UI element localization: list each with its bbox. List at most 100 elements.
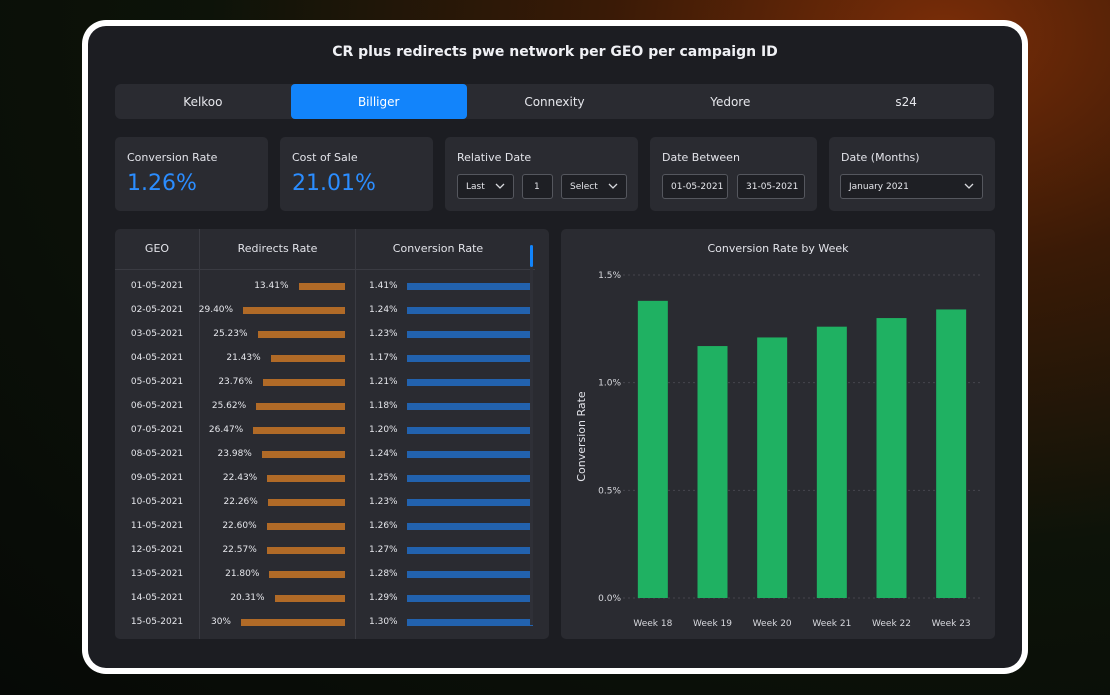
select-value: Last (466, 181, 485, 192)
column-header-redirects[interactable]: Redirects Rate (237, 242, 318, 255)
relative-unit-select[interactable]: Select (561, 174, 627, 199)
tab-yedore[interactable]: Yedore (710, 94, 751, 109)
chart-canvas: 0.0% 0.5% 1.0% 1.5% Conversion Rate Week 18 We… (575, 271, 981, 629)
chevron-down-icon (964, 183, 974, 189)
table-row[interactable]: 04-05-2021 21.43% 1.17% (115, 347, 535, 371)
tab-connexity[interactable]: Connexity (524, 94, 585, 109)
start-date-input[interactable]: 01-05-2021 (662, 174, 728, 199)
geo-cell: 02-05-2021 (130, 305, 184, 315)
chevron-down-icon (608, 183, 618, 189)
dashboard: CR plus redirects pwe network per GEO pe… (88, 26, 1022, 668)
redirects-value: 20.31% (230, 593, 265, 603)
table-row[interactable]: 03-05-2021 25.23% 1.23% (115, 323, 535, 347)
conversion-bar (407, 571, 533, 578)
y-tick-label: 0.0% (598, 594, 621, 604)
conversion-value: 1.23% (369, 497, 398, 507)
table-row[interactable]: 08-05-2021 23.98% 1.24% (115, 443, 535, 467)
conversion-value: 1.18% (369, 401, 398, 411)
geo-cell: 13-05-2021 (130, 569, 184, 579)
column-header-conversion[interactable]: Conversion Rate (392, 242, 484, 255)
redirects-value: 21.80% (225, 569, 260, 579)
table-row[interactable]: 11-05-2021 22.60% 1.26% (115, 515, 535, 539)
relative-mode-select[interactable]: Last (457, 174, 514, 199)
filter-label: Date (Months) (841, 151, 920, 164)
chart-bar[interactable] (697, 346, 728, 598)
chart-bar[interactable] (816, 326, 847, 598)
relative-count-input[interactable]: 1 (522, 174, 553, 199)
tab-kelkoo[interactable]: Kelkoo (183, 94, 223, 109)
redirects-value: 13.41% (254, 281, 289, 291)
redirects-bar (253, 427, 345, 434)
geo-cell: 09-05-2021 (130, 473, 184, 483)
select-value: January 2021 (849, 181, 909, 192)
redirects-bar (270, 355, 345, 362)
geo-cell: 01-05-2021 (130, 281, 184, 291)
table-row[interactable]: 07-05-2021 26.47% 1.20% (115, 419, 535, 443)
column-divider (199, 229, 200, 639)
chart-title: Conversion Rate by Week (707, 242, 849, 255)
table-row[interactable]: 02-05-2021 29.40% 1.24% (115, 299, 535, 323)
geo-cell: 05-05-2021 (130, 377, 184, 387)
conversion-value: 1.17% (369, 353, 398, 363)
x-tick-label: Week 23 (932, 619, 971, 629)
conversion-value: 1.21% (369, 377, 398, 387)
table-row[interactable]: 10-05-2021 22.26% 1.23% (115, 491, 535, 515)
select-value: Select (570, 181, 598, 192)
table-row[interactable]: 01-05-2021 13.41% 1.41% (115, 275, 535, 299)
chart-bar[interactable] (876, 318, 907, 598)
kpi-label: Cost of Sale (292, 151, 358, 164)
scrollbar-thumb[interactable] (530, 245, 533, 267)
date-months-filter: Date (Months) January 2021 (829, 137, 995, 211)
x-tick-label: Week 22 (872, 619, 911, 629)
redirects-value: 25.23% (213, 329, 248, 339)
input-value: 01-05-2021 (671, 181, 724, 192)
redirects-value: 26.47% (208, 425, 244, 435)
table-row[interactable]: 09-05-2021 22.43% 1.25% (115, 467, 535, 491)
table-row[interactable]: 05-05-2021 23.76% 1.21% (115, 371, 535, 395)
tab-s24[interactable]: s24 (895, 94, 917, 109)
conversion-bar (407, 427, 532, 434)
chart-bar[interactable] (936, 309, 967, 598)
redirects-bar (266, 547, 345, 554)
conversion-value: 1.41% (369, 281, 398, 291)
conversion-value: 1.23% (369, 329, 398, 339)
kpi-conversion-rate: Conversion Rate 1.26% (115, 137, 268, 211)
x-tick-label: Week 20 (753, 619, 792, 629)
conversion-bar (407, 619, 533, 626)
redirects-value: 23.76% (218, 377, 253, 387)
geo-cell: 10-05-2021 (130, 497, 184, 507)
redirects-value: 22.43% (222, 473, 258, 483)
conversion-chart: Conversion Rate by Week 0.0% 0.5% 1.0% 1.5%… (561, 229, 995, 639)
filter-label: Date Between (662, 151, 740, 164)
chart-bar[interactable] (637, 300, 668, 598)
tab-billiger[interactable]: Billiger (290, 84, 467, 119)
conversion-bar (407, 283, 534, 290)
conversion-bar (407, 307, 532, 314)
chart-bar[interactable] (757, 337, 788, 598)
conversion-bar (407, 475, 533, 482)
redirects-value: 22.60% (222, 521, 257, 531)
table-row[interactable]: 06-05-2021 25.62% 1.18% (115, 395, 535, 419)
redirects-bar (262, 379, 345, 386)
conversion-bar (407, 403, 532, 410)
conversion-value: 1.30% (369, 617, 398, 627)
redirects-bar (298, 283, 345, 290)
geo-cell: 15-05-2021 (130, 617, 184, 627)
table-row[interactable]: 15-05-2021 30% 1.30% (115, 611, 535, 635)
table-row[interactable]: 14-05-2021 20.31% 1.29% (115, 587, 535, 611)
redirects-value: 25.62% (211, 401, 247, 411)
kpi-label: Conversion Rate (127, 151, 218, 164)
column-header-geo[interactable]: GEO (144, 242, 170, 255)
geo-cell: 14-05-2021 (130, 593, 184, 603)
conversion-value: 1.27% (369, 545, 398, 555)
redirects-value: 23.98% (217, 449, 252, 459)
end-date-input[interactable]: 31-05-2021 (737, 174, 805, 199)
x-tick-label: Week 19 (693, 619, 732, 629)
table-row[interactable]: 12-05-2021 22.57% 1.27% (115, 539, 535, 563)
table-row[interactable]: 13-05-2021 21.80% 1.28% (115, 563, 535, 587)
month-select[interactable]: January 2021 (840, 174, 983, 199)
redirects-bar (266, 523, 345, 530)
geo-cell: 11-05-2021 (130, 521, 184, 531)
scrollbar-track[interactable] (530, 245, 533, 625)
redirects-bar (267, 475, 345, 482)
